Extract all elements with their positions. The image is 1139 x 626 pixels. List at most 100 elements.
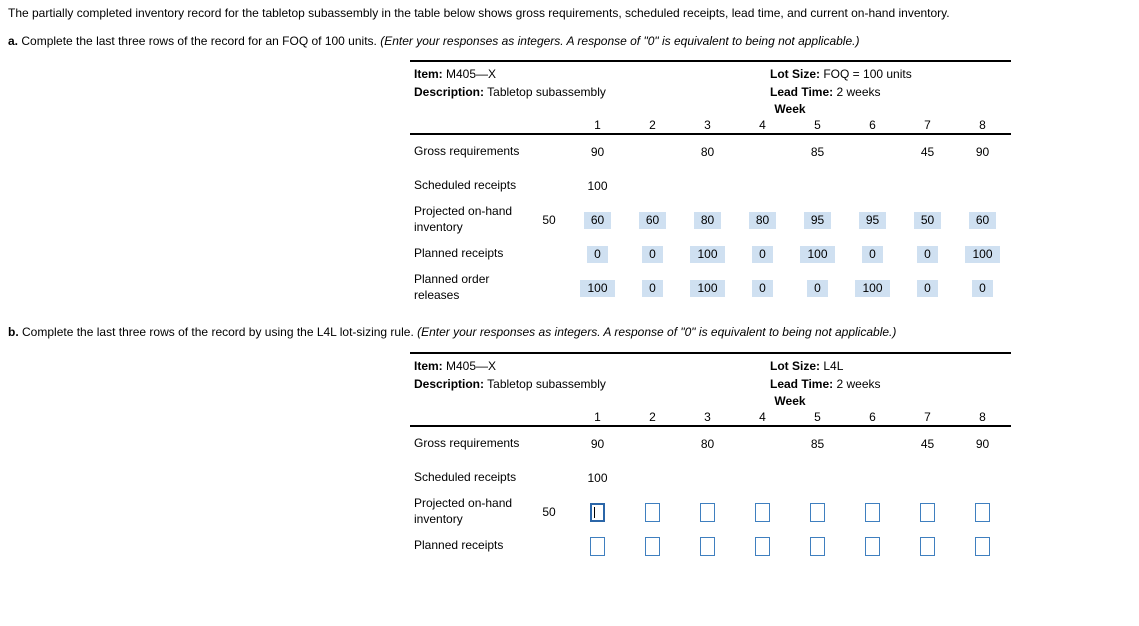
row-label: Planned order releases xyxy=(414,272,490,302)
item-value: M405—X xyxy=(446,67,497,81)
cell: 50 xyxy=(900,211,955,229)
answer-field-filled[interactable]: 0 xyxy=(587,245,608,263)
answer-field-filled[interactable]: 50 xyxy=(913,211,942,229)
row-label: Planned receipts xyxy=(414,538,504,553)
cell: 60 xyxy=(625,211,680,229)
cell: 0 xyxy=(845,245,900,263)
week-number: 8 xyxy=(979,118,986,132)
week-number: 8 xyxy=(979,410,986,424)
answer-field-filled[interactable]: 0 xyxy=(807,279,828,297)
answer-field-filled[interactable]: 95 xyxy=(858,211,887,229)
cell xyxy=(735,502,790,522)
part-a-text: Complete the last three rows of the reco… xyxy=(21,34,377,48)
static-cell: 80 xyxy=(700,145,715,159)
item-label: Item: xyxy=(414,67,443,81)
answer-field-empty[interactable] xyxy=(590,536,605,556)
cell xyxy=(845,536,900,556)
row-label: Projected on-hand inventory xyxy=(414,496,513,526)
table-row: Gross requirements 90 80 85 45 90 xyxy=(410,427,1011,461)
answer-field-filled[interactable]: 80 xyxy=(748,211,777,229)
part-a-label: a. xyxy=(8,34,19,48)
cell: 100 xyxy=(955,245,1010,263)
answer-field-empty[interactable] xyxy=(755,536,770,556)
week-number: 7 xyxy=(924,410,931,424)
cell: 0 xyxy=(790,279,845,297)
answer-field-empty[interactable] xyxy=(645,502,660,522)
answer-field-empty[interactable] xyxy=(865,536,880,556)
answer-field-empty[interactable] xyxy=(755,502,770,522)
cell xyxy=(900,502,955,522)
cell xyxy=(845,502,900,522)
answer-field-empty[interactable] xyxy=(975,536,990,556)
cell xyxy=(570,502,625,522)
cell: 0 xyxy=(625,279,680,297)
lead-time: Lead Time: 2 weeks xyxy=(770,375,881,393)
item-value: M405—X xyxy=(446,359,497,373)
week-number: 6 xyxy=(869,118,876,132)
answer-field-filled[interactable]: 0 xyxy=(752,245,773,263)
answer-field-filled[interactable]: 0 xyxy=(642,279,663,297)
table-header-row-1: Item: M405—X Lot Size: L4L xyxy=(410,357,1011,375)
row-label: Projected on-hand inventory xyxy=(414,204,513,234)
lot-size-label: Lot Size: xyxy=(770,67,820,81)
answer-field-filled[interactable]: 100 xyxy=(690,245,725,263)
static-cell: 45 xyxy=(920,145,935,159)
answer-field-filled[interactable]: 0 xyxy=(862,245,883,263)
cell: 100 xyxy=(790,245,845,263)
answer-field-filled[interactable]: 60 xyxy=(638,211,667,229)
week-number: 3 xyxy=(704,410,711,424)
static-cell: 45 xyxy=(920,437,935,451)
answer-field-filled[interactable]: 60 xyxy=(583,211,612,229)
answer-field-empty[interactable] xyxy=(920,502,935,522)
answer-field-filled[interactable]: 0 xyxy=(642,245,663,263)
answer-field-filled[interactable]: 0 xyxy=(752,279,773,297)
description-label: Description: xyxy=(414,377,485,391)
answer-field-empty[interactable] xyxy=(590,502,605,522)
answer-field-filled[interactable]: 100 xyxy=(855,279,890,297)
table-row: Scheduled receipts 100 xyxy=(410,169,1011,203)
answer-field-filled[interactable]: 95 xyxy=(803,211,832,229)
lot-size-value: FOQ = 100 units xyxy=(823,67,912,81)
week-number: 6 xyxy=(869,410,876,424)
table-row: Scheduled receipts 100 xyxy=(410,461,1011,495)
answer-field-empty[interactable] xyxy=(920,536,935,556)
part-a-note: (Enter your responses as integers. A res… xyxy=(380,34,860,48)
cell: 60 xyxy=(955,211,1010,229)
answer-field-filled[interactable]: 100 xyxy=(800,245,835,263)
answer-field-filled[interactable]: 60 xyxy=(968,211,997,229)
cell xyxy=(680,536,735,556)
answer-field-filled[interactable]: 100 xyxy=(965,245,1000,263)
spacer xyxy=(410,118,528,133)
answer-field-empty[interactable] xyxy=(810,536,825,556)
answer-field-empty[interactable] xyxy=(700,502,715,522)
row-label: Gross requirements xyxy=(414,144,520,159)
table-header-row-2: Description: Tabletop subassembly Lead Ti… xyxy=(410,83,1011,101)
lead-time: Lead Time: 2 weeks xyxy=(770,83,881,101)
answer-field-filled[interactable]: 100 xyxy=(580,279,615,297)
cell xyxy=(790,502,845,522)
answer-field-filled[interactable]: 0 xyxy=(917,279,938,297)
static-cell: 85 xyxy=(810,437,825,451)
answer-field-filled[interactable]: 80 xyxy=(693,211,722,229)
answer-field-filled[interactable]: 0 xyxy=(917,245,938,263)
answer-field-filled[interactable]: 0 xyxy=(972,279,993,297)
cell: 100 xyxy=(680,279,735,297)
lead-time-label: Lead Time: xyxy=(770,85,834,99)
part-b-note: (Enter your responses as integers. A res… xyxy=(417,325,897,339)
answer-field-filled[interactable]: 100 xyxy=(690,279,725,297)
answer-field-empty[interactable] xyxy=(700,536,715,556)
static-cell: 100 xyxy=(587,179,608,193)
cell: 80 xyxy=(680,211,735,229)
intro-text: The partially completed inventory record… xyxy=(8,6,950,20)
week-numbers-row: 1 2 3 4 5 6 7 8 xyxy=(410,118,1011,135)
cell xyxy=(570,536,625,556)
answer-field-empty[interactable] xyxy=(810,502,825,522)
table-row: Planned order releases 100 0 100 0 0 100 0 0 xyxy=(410,271,1011,305)
answer-field-empty[interactable] xyxy=(975,502,990,522)
week-number: 4 xyxy=(759,410,766,424)
week-header-label: Week xyxy=(774,102,806,116)
week-number: 1 xyxy=(594,410,601,424)
static-cell: 80 xyxy=(700,437,715,451)
answer-field-empty[interactable] xyxy=(645,536,660,556)
answer-field-empty[interactable] xyxy=(865,502,880,522)
